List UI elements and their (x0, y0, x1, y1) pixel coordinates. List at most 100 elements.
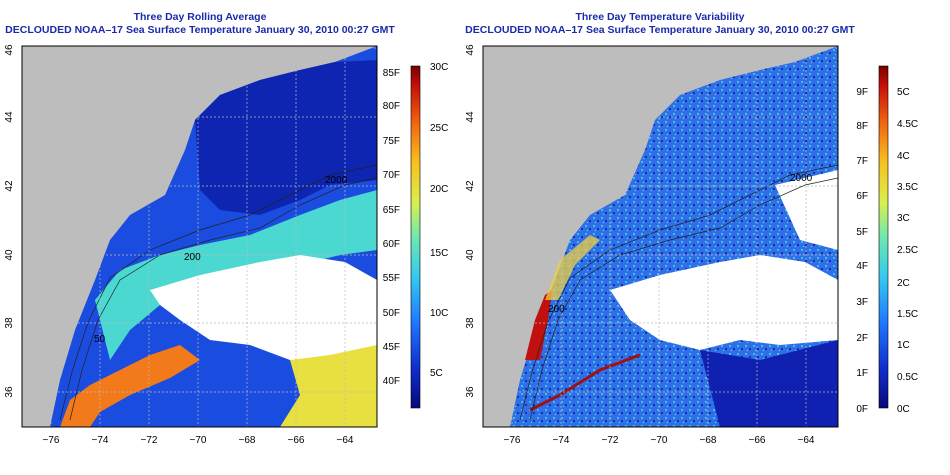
y-tick-label: 36 (465, 386, 476, 398)
colorbar-c-label: 3C (897, 213, 910, 224)
colorbar-f-label: 50F (383, 308, 400, 319)
x-tick-label: −66 (749, 435, 766, 446)
x-tick-label: −66 (288, 435, 305, 446)
colorbar-f-label: 65F (383, 205, 400, 216)
right-elevated-band (545, 235, 600, 300)
x-tick-label: −74 (553, 435, 570, 446)
x-tick-label: −70 (190, 435, 207, 446)
right-colorbar (878, 65, 889, 409)
right-no-data (775, 170, 838, 250)
right-contour (529, 177, 838, 421)
colorbar-f-label: 5F (856, 227, 868, 238)
colorbar-c-label: 25C (430, 123, 448, 134)
colorbar-f-label: 7F (856, 156, 868, 167)
colorbar-f-label: 3F (856, 297, 868, 308)
y-tick-label: 36 (4, 386, 15, 398)
right-gulf-stream-edge (529, 353, 641, 412)
left-contour-label: 2000 (325, 175, 348, 186)
left-contour-label: 50 (94, 334, 106, 345)
right-y-axis: 36 38 40 42 44 46 (465, 44, 476, 398)
right-title: Three Day Temperature Variability (575, 11, 745, 23)
colorbar-f-label: 9F (856, 87, 868, 98)
right-low-variability (700, 340, 838, 427)
left-subtitle: DECLOUDED NOAA–17 Sea Surface Temperatur… (5, 24, 395, 36)
right-colorbar-c-labels: 0C 0.5C 1C 1.5C 2C 2.5C 3C 3.5C 4C 4.5C … (897, 87, 918, 415)
colorbar-f-label: 40F (383, 376, 400, 387)
colorbar-f-label: 55F (383, 273, 400, 284)
left-gulf-of-maine (195, 60, 377, 215)
colorbar-f-label: 70F (383, 170, 400, 181)
right-x-axis: −76 −74 −72 −70 −68 −66 −64 (504, 435, 815, 446)
left-map: 2000 200 50 (22, 46, 377, 427)
x-tick-label: −74 (92, 435, 109, 446)
right-map-frame (482, 45, 839, 428)
left-colorbar-f-labels: 40F 45F 50F 55F 60F 65F 70F 75F 80F 85F (383, 68, 400, 387)
y-tick-label: 46 (4, 44, 15, 56)
colorbar-c-label: 2C (897, 278, 910, 289)
colorbar-f-label: 2F (856, 333, 868, 344)
x-tick-label: −72 (602, 435, 619, 446)
colorbar-c-label: 4C (897, 151, 910, 162)
right-contour-label: 2000 (790, 173, 813, 184)
right-high-variability (525, 290, 552, 360)
colorbar-f-label: 85F (383, 68, 400, 79)
y-tick-label: 38 (465, 317, 476, 329)
colorbar-c-label: 0C (897, 404, 910, 415)
right-no-data (610, 255, 838, 350)
x-tick-label: −72 (141, 435, 158, 446)
y-tick-label: 38 (4, 317, 15, 329)
right-contour-label: 200 (548, 304, 565, 315)
right-colorbar-f-labels: 0F 1F 2F 3F 4F 5F 6F 7F 8F 9F (856, 87, 868, 415)
left-x-axis: −76 −74 −72 −70 −68 −66 −64 (43, 435, 354, 446)
colorbar-c-label: 0.5C (897, 372, 918, 383)
left-gulf-stream (60, 345, 200, 427)
colorbar-c-label: 2.5C (897, 245, 918, 256)
y-tick-label: 44 (4, 111, 15, 123)
y-tick-label: 42 (4, 180, 15, 192)
y-tick-label: 40 (4, 249, 15, 261)
colorbar-c-label: 1C (897, 340, 910, 351)
colorbar-c-label: 20C (430, 184, 448, 195)
right-subtitle: DECLOUDED NOAA–17 Sea Surface Temperatur… (465, 24, 855, 36)
colorbar-c-label: 15C (430, 248, 448, 259)
colorbar-c-label: 1.5C (897, 309, 918, 320)
x-tick-label: −76 (504, 435, 521, 446)
colorbar-f-label: 6F (856, 191, 868, 202)
colorbar-f-label: 45F (383, 342, 400, 353)
x-tick-label: −70 (651, 435, 668, 446)
x-tick-label: −68 (700, 435, 717, 446)
left-colorbar (410, 65, 421, 409)
colorbar-f-label: 60F (383, 239, 400, 250)
left-title: Three Day Rolling Average (133, 11, 267, 23)
left-contour-label: 200 (184, 252, 201, 263)
y-tick-label: 44 (465, 111, 476, 123)
left-map-frame (21, 45, 378, 428)
colorbar-c-label: 30C (430, 62, 448, 73)
left-grid (22, 46, 377, 427)
left-contour (69, 177, 377, 421)
colorbar-c-label: 5C (430, 368, 443, 379)
right-contour (519, 164, 838, 421)
left-colorbar-c-labels: 5C 10C 15C 20C 25C 30C (430, 62, 448, 379)
colorbar-f-label: 75F (383, 136, 400, 147)
colorbar-f-label: 1F (856, 368, 868, 379)
colorbar-f-label: 8F (856, 121, 868, 132)
colorbar-c-label: 4.5C (897, 119, 918, 130)
y-tick-label: 40 (465, 249, 476, 261)
colorbar-f-label: 80F (383, 101, 400, 112)
x-tick-label: −68 (239, 435, 256, 446)
y-tick-label: 42 (465, 180, 476, 192)
right-grid (483, 46, 838, 427)
right-map: 2000 200 (483, 46, 838, 427)
colorbar-c-label: 10C (430, 308, 448, 319)
x-tick-label: −64 (798, 435, 815, 446)
colorbar-c-label: 3.5C (897, 182, 918, 193)
colorbar-f-label: 4F (856, 261, 868, 272)
x-tick-label: −76 (43, 435, 60, 446)
x-tick-label: −64 (337, 435, 354, 446)
left-warm-southeast (280, 345, 377, 427)
left-contour (59, 164, 377, 421)
left-no-data (150, 255, 377, 375)
colorbar-f-label: 0F (856, 404, 868, 415)
